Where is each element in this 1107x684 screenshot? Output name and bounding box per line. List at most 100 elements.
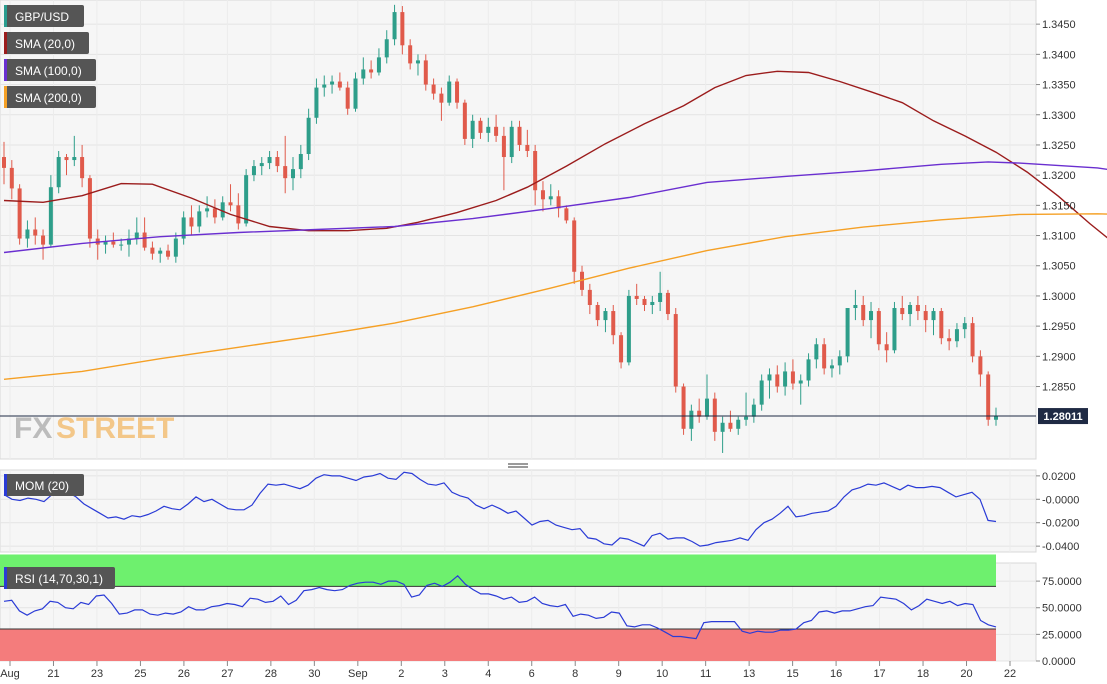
price-tick-label: 1.3250 bbox=[1042, 140, 1076, 152]
candle-body bbox=[642, 298, 647, 305]
legend-rsi-label: RSI (14,70,30,1) bbox=[15, 572, 103, 586]
momentum-y-axis: 0.0200 -0.0000 -0.0200 -0.0400 bbox=[1036, 471, 1079, 553]
candle-body bbox=[673, 314, 678, 387]
candle-body bbox=[267, 157, 272, 164]
price-tick-label: 1.3400 bbox=[1042, 49, 1076, 61]
candle-body bbox=[126, 238, 131, 245]
date-tick-label: 26 bbox=[178, 668, 190, 680]
candle-body bbox=[244, 175, 249, 224]
date-tick-label: 9 bbox=[616, 668, 622, 680]
price-tick-label: 1.2850 bbox=[1042, 382, 1076, 394]
candle-body bbox=[572, 220, 577, 272]
date-tick-label: Aug bbox=[0, 668, 20, 680]
legend-momentum-label: MOM (20) bbox=[15, 479, 69, 493]
candle-body bbox=[392, 12, 397, 40]
candlestick-series bbox=[2, 4, 998, 453]
candle-body bbox=[220, 202, 225, 218]
legend-sma-200[interactable]: SMA (200,0) bbox=[4, 86, 96, 108]
candle-body bbox=[814, 344, 819, 360]
price-tick-label: 1.2950 bbox=[1042, 321, 1076, 333]
candle-body bbox=[345, 87, 350, 109]
candle-body bbox=[658, 292, 663, 302]
candle-body bbox=[548, 196, 553, 200]
legend-sma-20-label: SMA (20,0) bbox=[15, 37, 75, 51]
candle-body bbox=[205, 208, 210, 212]
candle-body bbox=[986, 374, 991, 420]
candle-body bbox=[330, 81, 335, 85]
candle-body bbox=[994, 416, 998, 420]
candle-body bbox=[17, 188, 22, 239]
date-tick-label: 8 bbox=[572, 668, 578, 680]
candle-body bbox=[56, 157, 61, 188]
candle-body bbox=[595, 304, 600, 321]
candle-body bbox=[962, 323, 967, 330]
date-tick-label: 28 bbox=[265, 668, 277, 680]
candle-body bbox=[931, 311, 936, 321]
momentum-panel bbox=[0, 469, 1037, 553]
candle-body bbox=[462, 102, 467, 139]
price-tick-label: 1.3450 bbox=[1042, 19, 1076, 31]
candle-body bbox=[556, 196, 561, 209]
candle-body bbox=[470, 120, 475, 139]
candle-body bbox=[697, 410, 702, 417]
candle-body bbox=[415, 60, 420, 64]
candle-body bbox=[603, 311, 608, 321]
price-tick-label: 1.3050 bbox=[1042, 261, 1076, 273]
momentum-tick-label: -0.0400 bbox=[1042, 541, 1079, 553]
candle-body bbox=[291, 169, 296, 179]
price-tick-label: 1.2900 bbox=[1042, 351, 1076, 363]
candle-body bbox=[759, 380, 764, 405]
price-tick-label: 1.3150 bbox=[1042, 200, 1076, 212]
candle-body bbox=[767, 374, 772, 381]
legend-sma-100[interactable]: SMA (100,0) bbox=[4, 59, 96, 81]
rsi-overbought-band bbox=[0, 554, 996, 587]
candle-body bbox=[978, 356, 983, 375]
candle-body bbox=[533, 150, 538, 191]
date-tick-label: 4 bbox=[485, 668, 491, 680]
legend-momentum[interactable]: MOM (20) bbox=[4, 474, 84, 496]
date-tick-label: 10 bbox=[656, 668, 668, 680]
fxstreet-watermark: FX STREET bbox=[14, 412, 174, 445]
candle-body bbox=[736, 419, 741, 429]
candle-body bbox=[861, 304, 866, 321]
date-tick-label: 25 bbox=[134, 668, 146, 680]
candle-body bbox=[212, 208, 217, 218]
svg-text:FX: FX bbox=[14, 412, 52, 445]
candle-body bbox=[298, 154, 303, 170]
legend-symbol-label: GBP/USD bbox=[15, 10, 69, 24]
candle-body bbox=[876, 311, 881, 345]
price-momentum-resize-handle[interactable] bbox=[508, 463, 528, 468]
legend-gbpusd[interactable]: GBP/USD bbox=[4, 5, 84, 27]
candle-body bbox=[494, 126, 499, 136]
candle-body bbox=[197, 211, 202, 227]
price-panel bbox=[0, 0, 1037, 460]
candle-body bbox=[892, 308, 897, 351]
candle-body bbox=[251, 166, 256, 176]
candle-body bbox=[283, 166, 288, 179]
candle-body bbox=[228, 202, 233, 206]
candle-body bbox=[939, 311, 944, 339]
date-tick-label: 23 bbox=[91, 668, 103, 680]
candle-body bbox=[166, 250, 171, 257]
candle-body bbox=[947, 338, 952, 342]
sma-line bbox=[3, 213, 1107, 380]
candle-body bbox=[923, 311, 928, 321]
candle-body bbox=[314, 87, 319, 118]
candle-body bbox=[650, 301, 655, 305]
sma-line bbox=[3, 70, 1107, 239]
candle-body bbox=[790, 371, 795, 384]
svg-text:STREET: STREET bbox=[56, 412, 174, 445]
candle-body bbox=[845, 308, 850, 357]
candle-body bbox=[353, 78, 358, 109]
rsi-line-path bbox=[3, 574, 997, 640]
legend-sma-20[interactable]: SMA (20,0) bbox=[4, 32, 89, 54]
candle-body bbox=[619, 335, 624, 363]
legend-rsi[interactable]: RSI (14,70,30,1) bbox=[4, 567, 115, 589]
candle-body bbox=[103, 241, 108, 245]
candle-body bbox=[369, 69, 374, 73]
momentum-tick-label: -0.0000 bbox=[1042, 494, 1079, 506]
momentum-tick-label: -0.0200 bbox=[1042, 518, 1079, 530]
candle-body bbox=[478, 120, 483, 133]
date-tick-label: Sep bbox=[348, 668, 368, 680]
